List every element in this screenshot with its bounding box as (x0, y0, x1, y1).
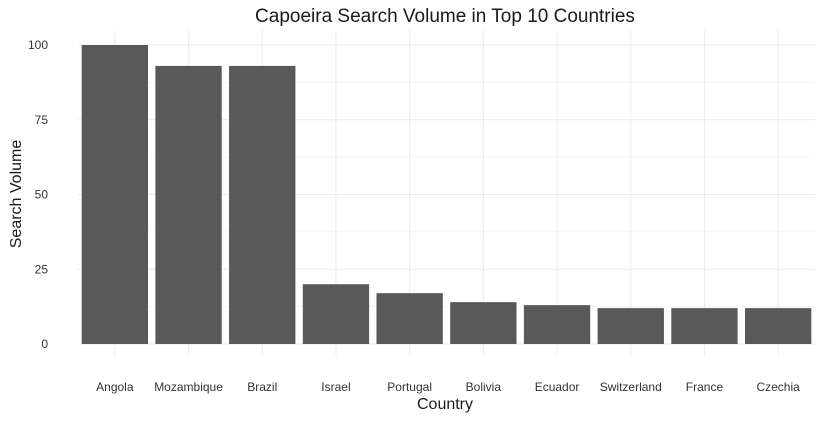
chart-title: Capoeira Search Volume in Top 10 Countri… (255, 6, 635, 27)
y-tick-label: 0 (41, 337, 48, 351)
y-axis-title: Search Volume (8, 140, 25, 249)
bar-israel (302, 284, 370, 344)
bar-bolivia (450, 302, 517, 344)
x-axis-title: Country (417, 396, 473, 413)
bar-mozambique (155, 65, 222, 345)
bar-angola (81, 45, 149, 344)
x-tick-label: France (686, 380, 724, 394)
y-tick-label: 100 (28, 38, 48, 52)
x-tick-label: Czechia (756, 380, 800, 394)
y-tick-label: 75 (35, 113, 49, 127)
x-tick-label: Israel (321, 380, 350, 394)
x-axis-tick-labels: Angola Mozambique Brazil Israel Portugal Boli… (96, 380, 800, 394)
x-tick-label: Portugal (387, 380, 432, 394)
bar-france (671, 308, 738, 344)
x-tick-label: Ecuador (535, 380, 580, 394)
bar-switzerland (597, 308, 664, 344)
x-tick-label: Mozambique (154, 380, 223, 394)
bar-ecuador (523, 305, 591, 344)
bar-portugal (376, 293, 443, 344)
y-axis-tick-labels: 0 25 50 75 100 (28, 38, 48, 351)
x-tick-label: Switzerland (600, 380, 662, 394)
x-tick-label: Brazil (247, 380, 277, 394)
bar-czechia (744, 308, 812, 344)
bars (81, 45, 812, 345)
bar-brazil (229, 65, 296, 345)
x-tick-label: Bolivia (466, 380, 502, 394)
y-tick-label: 50 (35, 188, 49, 202)
y-tick-label: 25 (35, 262, 49, 276)
x-tick-label: Angola (96, 380, 134, 394)
